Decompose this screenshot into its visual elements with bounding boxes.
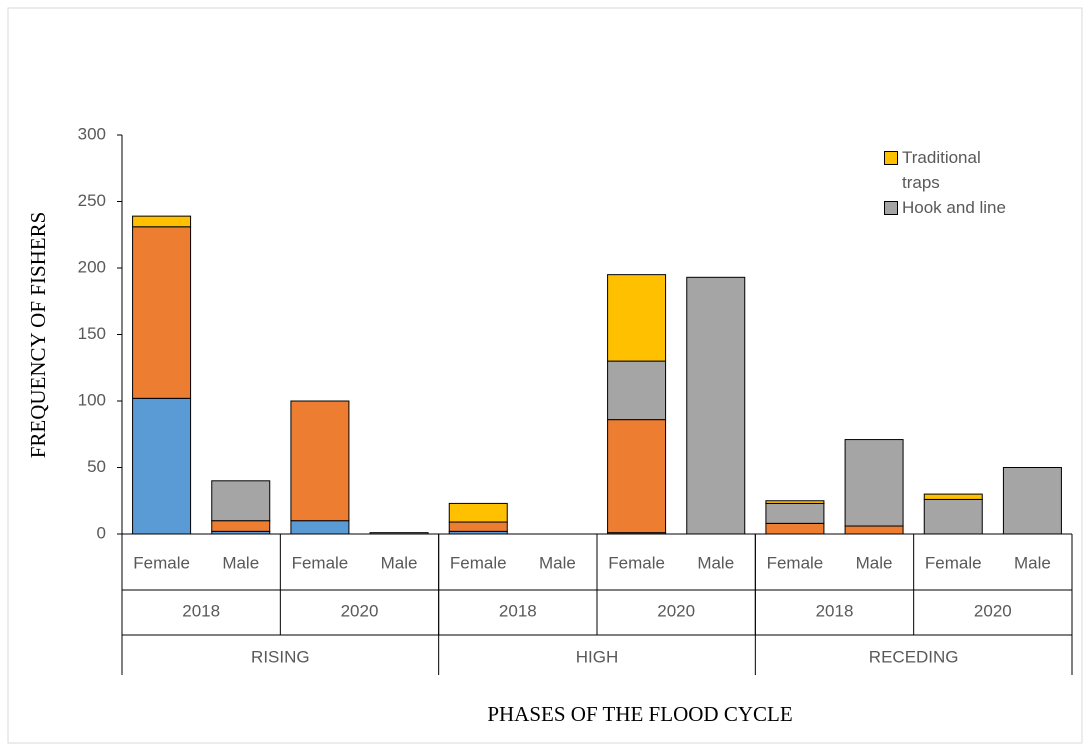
legend-label: Traditional traps bbox=[902, 148, 981, 192]
bar-segment bbox=[844, 525, 904, 535]
bar-segment bbox=[765, 500, 825, 504]
x-tick-label: Male bbox=[856, 553, 893, 572]
bar-segment bbox=[607, 274, 667, 362]
x-tick-label: Female bbox=[767, 553, 824, 572]
year-label: 2018 bbox=[499, 601, 537, 620]
year-label: 2018 bbox=[816, 601, 854, 620]
x-axis-title: PHASES OF THE FLOOD CYCLE bbox=[487, 702, 792, 726]
year-label: 2020 bbox=[657, 601, 695, 620]
y-tick-label: 250 bbox=[78, 191, 106, 210]
y-tick-label: 100 bbox=[78, 390, 106, 409]
x-tick-label: Female bbox=[608, 553, 665, 572]
chart-border bbox=[7, 7, 1083, 744]
x-tick-label: Male bbox=[222, 553, 259, 572]
legend-label: Hook and line bbox=[902, 198, 1006, 217]
bar-segment bbox=[765, 522, 825, 535]
bar-segment bbox=[448, 502, 508, 523]
bar-segment bbox=[923, 498, 983, 535]
bar-segment bbox=[211, 520, 271, 532]
y-tick-label: 300 bbox=[78, 124, 106, 143]
x-tick-label: Male bbox=[539, 553, 576, 572]
phase-label: RISING bbox=[251, 647, 310, 666]
bar-segment bbox=[132, 226, 192, 399]
legend-entry: Traditional traps bbox=[884, 145, 1012, 195]
phase-label: HIGH bbox=[576, 647, 619, 666]
bar-segment bbox=[607, 360, 667, 421]
x-tick-label: Female bbox=[133, 553, 190, 572]
year-label: 2018 bbox=[182, 601, 220, 620]
y-axis-title: FREQUENCY OF FISHERS bbox=[26, 212, 50, 459]
bar-segment bbox=[211, 480, 271, 522]
legend-swatch bbox=[884, 201, 898, 215]
legend-swatch bbox=[884, 151, 898, 165]
x-tick-label: Female bbox=[925, 553, 982, 572]
x-tick-label: Male bbox=[1014, 553, 1051, 572]
bar-segment bbox=[607, 419, 667, 534]
bar-segment bbox=[448, 521, 508, 532]
bar-segment bbox=[132, 397, 192, 535]
x-tick-label: Male bbox=[381, 553, 418, 572]
y-tick-label: 150 bbox=[78, 324, 106, 343]
y-tick-label: 200 bbox=[78, 257, 106, 276]
bar-segment bbox=[132, 215, 192, 228]
year-label: 2020 bbox=[341, 601, 379, 620]
bar-segment bbox=[923, 493, 983, 500]
x-tick-label: Female bbox=[450, 553, 507, 572]
legend-entry: Hook and line bbox=[884, 195, 1012, 220]
bar-segment bbox=[844, 439, 904, 527]
bar-segment bbox=[290, 520, 350, 535]
x-tick-label: Female bbox=[292, 553, 349, 572]
bar-segment bbox=[686, 276, 746, 535]
y-tick-label: 0 bbox=[97, 523, 106, 542]
x-tick-label: Male bbox=[697, 553, 734, 572]
bar-segment bbox=[765, 502, 825, 524]
year-label: 2020 bbox=[974, 601, 1012, 620]
bar-segment bbox=[1002, 467, 1062, 535]
bar-segment bbox=[290, 400, 350, 522]
y-tick-label: 50 bbox=[87, 457, 106, 476]
phase-label: RECEDING bbox=[869, 647, 959, 666]
